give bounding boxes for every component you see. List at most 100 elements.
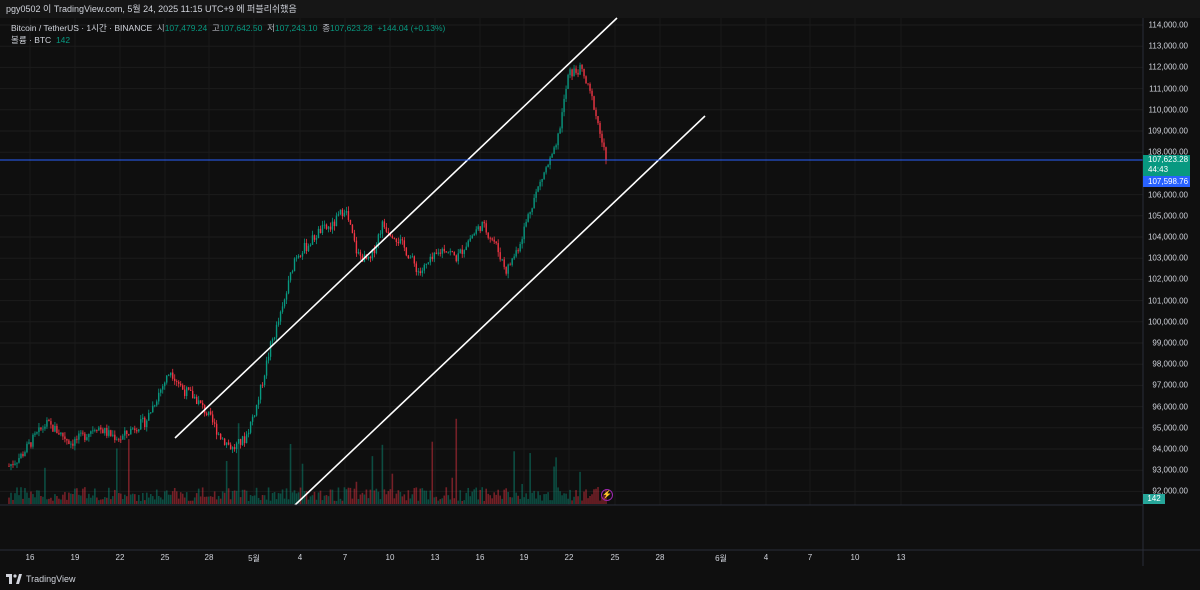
volume-bar — [515, 492, 517, 504]
volume-bar — [60, 499, 62, 504]
volume-bar — [493, 492, 495, 504]
candle-body — [427, 262, 429, 264]
candle-body — [78, 433, 80, 440]
candle-body — [305, 242, 308, 251]
candle-body — [88, 433, 90, 438]
volume-bar — [24, 488, 26, 504]
volume-bar — [259, 500, 262, 504]
candle-body — [311, 235, 314, 245]
candle-body — [50, 421, 52, 425]
candle-body — [120, 439, 122, 441]
volume-bar — [315, 499, 318, 504]
candle-body — [489, 237, 491, 239]
volume-bar — [441, 498, 444, 504]
volume-bar — [443, 495, 446, 504]
volume-bar — [74, 488, 76, 504]
candle-body — [347, 211, 350, 220]
candle-body — [317, 228, 320, 239]
candle-body — [140, 419, 142, 430]
candle-body — [557, 133, 559, 146]
candle-body — [341, 209, 344, 217]
candle-body — [138, 429, 140, 432]
candle-body — [263, 375, 266, 386]
candle-body — [150, 412, 152, 414]
price-axis[interactable]: 114,000.00 113,000.00 112,000.00 111,000.00… — [1143, 18, 1200, 550]
volume-bar — [100, 499, 102, 504]
volume-bar — [171, 491, 174, 504]
volume-bar — [469, 496, 472, 504]
volume-bar — [106, 497, 108, 504]
symbol-legend[interactable]: Bitcoin / TetherUS · 1시간 · BINANCE 시107,… — [11, 22, 445, 34]
candle-body — [52, 424, 54, 432]
volume-bar — [155, 489, 158, 504]
candle-body — [46, 420, 48, 427]
candle-body — [459, 249, 461, 254]
candle-body — [387, 231, 390, 234]
candle-body — [499, 252, 501, 260]
candle-body — [373, 249, 376, 254]
candle-body — [573, 68, 575, 77]
volume-bar — [357, 498, 360, 504]
candle-body — [431, 256, 433, 260]
volume-bar — [373, 490, 376, 504]
volume-bar — [331, 489, 334, 504]
volume-bar — [179, 492, 182, 504]
volume-bar — [509, 497, 511, 504]
candle-body — [467, 240, 469, 247]
volume-bar — [143, 500, 146, 504]
candle-body — [529, 212, 531, 215]
candle-body — [128, 434, 130, 435]
candle-body — [333, 221, 336, 227]
candle-body — [583, 68, 585, 77]
volume-bar — [112, 496, 114, 504]
candle-body — [399, 239, 402, 244]
volume-bar — [20, 487, 22, 504]
candle-body — [223, 438, 226, 446]
volume-bar — [265, 499, 268, 504]
candle-body — [146, 420, 148, 428]
candle-body — [84, 433, 86, 440]
candle-body — [325, 224, 328, 229]
candle-body — [445, 251, 447, 253]
volume-bar — [347, 487, 350, 504]
candle-body — [479, 226, 481, 232]
candle-body — [603, 142, 605, 148]
volume-bar — [403, 494, 406, 504]
candle-body — [383, 221, 386, 228]
volume-legend[interactable]: 볼륨 · BTC 142 — [11, 34, 70, 46]
volume-bar — [271, 493, 274, 504]
volume-bar — [431, 441, 434, 504]
volume-bar — [337, 487, 340, 504]
candle-body — [453, 252, 455, 256]
volume-bar — [557, 487, 559, 504]
candle-body — [355, 240, 358, 254]
candle-body — [315, 238, 318, 240]
candle-body — [231, 447, 234, 450]
price-tick: 94,000.00 — [1152, 444, 1188, 454]
volume-bar — [421, 488, 424, 504]
candle-body — [367, 256, 370, 260]
price-tick: 105,000.00 — [1147, 211, 1188, 221]
time-axis[interactable]: 16 19 22 25 28 5월 4 7 10 13 16 19 22 25 28 6월 4 7 10 13 — [0, 550, 1143, 566]
candle-body — [62, 432, 64, 437]
volume-bar — [12, 499, 14, 504]
volume-bar — [291, 492, 294, 504]
tradingview-brand[interactable]: TradingView — [6, 572, 76, 586]
volume-bar — [309, 496, 312, 504]
time-tick: 28 — [655, 553, 665, 562]
candle-body — [429, 256, 431, 263]
volume-bar — [425, 490, 428, 504]
volume-bar — [463, 500, 466, 504]
volume-bar — [371, 456, 374, 504]
lightning-icon[interactable]: ⚡ — [601, 489, 613, 501]
volume-bar — [199, 496, 202, 504]
volume-bar — [116, 448, 118, 504]
volume-bar — [141, 493, 144, 504]
volume-bar — [391, 473, 394, 504]
volume-bar — [385, 494, 388, 504]
candle-body — [577, 72, 579, 75]
candle-body — [36, 432, 38, 434]
candle-body — [421, 270, 424, 274]
volume-bar — [239, 497, 242, 504]
